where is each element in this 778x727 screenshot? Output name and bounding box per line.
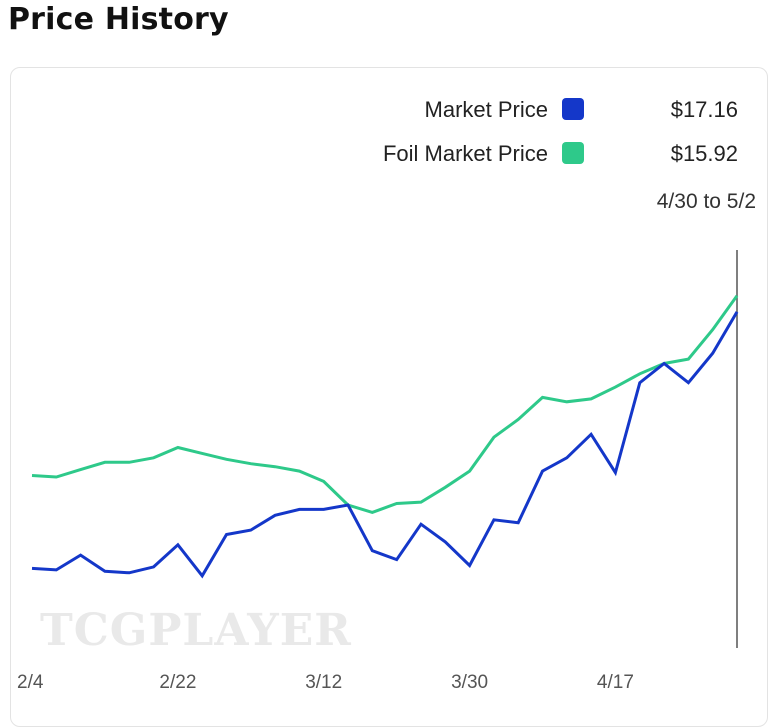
- x-tick-label: 2/22: [159, 672, 196, 693]
- legend-swatch-icon: [562, 142, 584, 164]
- series-line-market-price[interactable]: [31, 311, 739, 579]
- page-title: Price History: [8, 2, 229, 37]
- date-range-label: 4/30 to 5/2: [656, 190, 756, 213]
- tcgplayer-watermark: TCGPLAYER: [40, 605, 352, 656]
- series-line-foil-market-price[interactable]: [31, 294, 739, 514]
- x-tick-label: 4/17: [597, 672, 634, 693]
- x-tick-label: 3/30: [451, 672, 488, 693]
- price-history-chart[interactable]: 2/4 2/22 3/12 3/30 4/17: [0, 0, 778, 710]
- legend-value: $17.16: [670, 97, 738, 122]
- legend-swatch-icon: [562, 98, 584, 120]
- legend-label: Market Price: [424, 97, 548, 122]
- price-history-card: [10, 67, 768, 727]
- x-tick-label: 3/12: [305, 672, 342, 693]
- legend-label: Foil Market Price: [382, 141, 548, 166]
- legend-item-foil-market-price[interactable]: Foil Market Price $15.92: [338, 139, 738, 169]
- legend-value: $15.92: [670, 141, 738, 166]
- x-tick-label: 2/4: [17, 672, 44, 693]
- legend-item-market-price[interactable]: Market Price $17.16: [338, 95, 738, 125]
